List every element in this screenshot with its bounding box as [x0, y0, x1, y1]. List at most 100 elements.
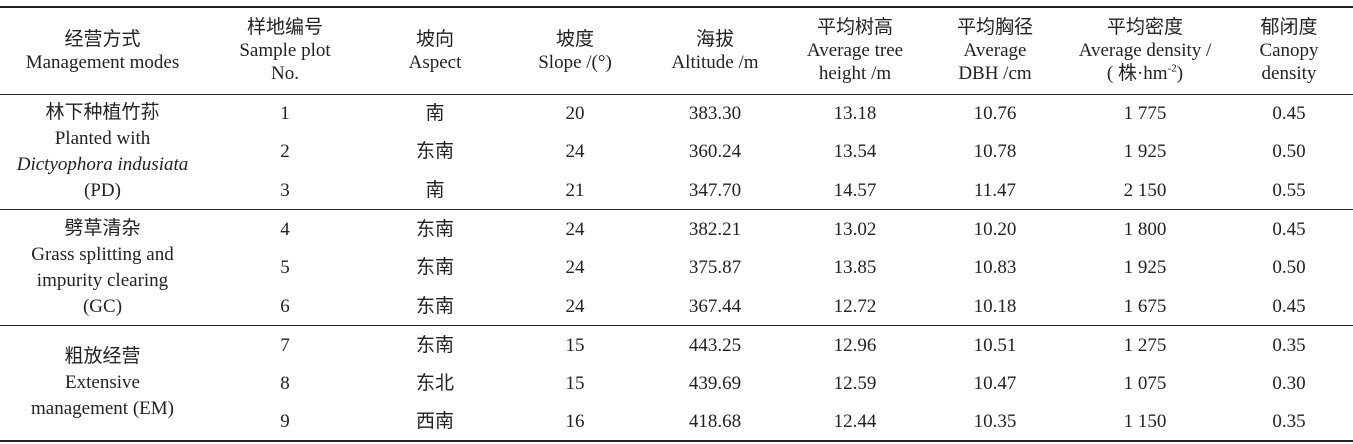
- header-cell: 郁闭度 Canopy density: [1225, 7, 1353, 94]
- table-cell: 10.78: [973, 141, 1017, 163]
- table-cell: 15: [565, 334, 585, 356]
- header-line: Altitude /m: [671, 51, 759, 73]
- table-cell: 443.25: [688, 334, 742, 356]
- header-cell: 海拔 Altitude /m: [645, 7, 785, 94]
- table-row: 2 东南 24 360.24 13.54 10.78 1 925 0.50: [0, 133, 1353, 172]
- header-line: 经营方式: [64, 28, 141, 50]
- table-cell: 10.35: [973, 411, 1017, 433]
- table-cell: 24: [565, 141, 585, 163]
- table-cell: 南: [425, 179, 445, 201]
- header-line: Management modes: [25, 51, 180, 73]
- table-cell: 9: [280, 411, 290, 433]
- table-cell: 南: [425, 103, 445, 125]
- header-cell: 样地编号 Sample plot No.: [205, 7, 365, 94]
- table-cell: 375.87: [688, 257, 742, 279]
- header-cell: 坡向 Aspect: [365, 7, 505, 94]
- table-cell: 21: [565, 179, 585, 201]
- table-cell: 13.18: [833, 103, 877, 125]
- header-line: No.: [271, 63, 299, 85]
- data-table: 经营方式 Management modes 样地编号 Sample plot No. 坡向…: [0, 6, 1353, 442]
- table-cell: 10.83: [973, 257, 1017, 279]
- header-line: 平均密度: [1106, 17, 1183, 39]
- header-line: ( 株·hm-2): [1065, 62, 1225, 85]
- table-row: 3 南 21 347.70 14.57 11.47 2 150 0.55: [0, 171, 1353, 210]
- table-cell: 东南: [415, 218, 454, 240]
- table-row: 9 西南 16 418.68 12.44 10.35 1 150 0.35: [0, 403, 1353, 442]
- table-cell: 1 275: [1123, 334, 1167, 356]
- table-cell: 东北: [415, 372, 454, 394]
- table-cell: 7: [280, 334, 290, 356]
- table-cell: 12.59: [833, 372, 877, 394]
- table-cell: 东南: [415, 295, 454, 317]
- table-cell: 6: [280, 295, 290, 317]
- table-cell: 20: [565, 103, 585, 125]
- table-cell: 1 800: [1123, 218, 1167, 240]
- label-line: (PD): [84, 179, 121, 201]
- header-line: 坡度: [555, 28, 594, 50]
- header-line: 坡向: [415, 28, 454, 50]
- header-superscript: -2: [1167, 62, 1177, 75]
- table-cell: 360.24: [688, 141, 742, 163]
- group-label: 劈草清杂 Grass splitting and impurity clearing…: [0, 210, 205, 326]
- table-cell: 1 925: [1123, 141, 1167, 163]
- table-row: 5 东南 24 375.87 13.85 10.83 1 925 0.50: [0, 248, 1353, 287]
- table-cell: 14.57: [833, 179, 877, 201]
- table-cell: 13.02: [833, 218, 877, 240]
- header-line: DBH /cm: [958, 63, 1032, 85]
- header-cell: 平均胸径 Average DBH /cm: [925, 7, 1065, 94]
- table-cell: 15: [565, 372, 585, 394]
- label-line: 林下种植竹荪: [45, 101, 160, 123]
- label-line: 劈草清杂: [64, 217, 141, 239]
- table-cell: 24: [565, 218, 585, 240]
- header-cell: 平均密度 Average density /( 株·hm-2): [1065, 7, 1225, 94]
- table-cell: 24: [565, 257, 585, 279]
- header-line: Average tree: [806, 40, 904, 62]
- header-line: 平均胸径: [956, 17, 1033, 39]
- table-cell: 1 150: [1123, 411, 1167, 433]
- header-cell: 坡度 Slope /(°): [505, 7, 645, 94]
- header-line: 海拔: [695, 28, 734, 50]
- row-group: 劈草清杂 Grass splitting and impurity clearing…: [0, 210, 1353, 326]
- header-line: Aspect: [408, 51, 462, 73]
- table-cell: 0.45: [1272, 103, 1306, 125]
- table-cell: 13.85: [833, 257, 877, 279]
- table-cell: 8: [280, 372, 290, 394]
- label-line: (GC): [82, 295, 123, 317]
- label-line: Extensive: [65, 372, 140, 394]
- group-label: 粗放经营 Extensive management (EM): [0, 326, 205, 442]
- table-cell: 0.50: [1272, 257, 1306, 279]
- table-cell: 347.70: [688, 179, 742, 201]
- table-row: 8 东北 15 439.69 12.59 10.47 1 075 0.30: [0, 364, 1353, 403]
- table-row: 劈草清杂 Grass splitting and impurity clearing…: [0, 210, 1353, 317]
- header-line: Average: [963, 40, 1027, 62]
- header-cell: 平均树高 Average tree height /m: [785, 7, 925, 94]
- header-text: ): [1176, 63, 1184, 85]
- table-cell: 10.20: [973, 218, 1017, 240]
- header-cell: 经营方式 Management modes: [0, 7, 205, 94]
- header-line: 郁闭度: [1260, 17, 1318, 39]
- header-line: 样地编号: [246, 17, 323, 39]
- table-cell: 0.45: [1272, 295, 1306, 317]
- table-cell: 0.35: [1272, 411, 1306, 433]
- table-cell: 4: [280, 218, 290, 240]
- table-cell: 418.68: [688, 411, 742, 433]
- table-cell: 3: [280, 179, 290, 201]
- table-cell: 0.45: [1272, 218, 1306, 240]
- table-cell: 东南: [415, 334, 454, 356]
- table-cell: 0.30: [1272, 372, 1306, 394]
- table-cell: 2 150: [1123, 179, 1167, 201]
- label-line: management (EM): [31, 398, 174, 420]
- header-line: Canopy: [1259, 40, 1319, 62]
- table-row: 6 东南 24 367.44 12.72 10.18 1 675 0.45: [0, 287, 1353, 326]
- table-cell: 0.50: [1272, 141, 1306, 163]
- table-cell: 西南: [415, 411, 454, 433]
- label-line: Planted with: [54, 127, 151, 149]
- table-cell: 383.30: [688, 103, 742, 125]
- table-cell: 0.55: [1272, 179, 1306, 201]
- header-line: Slope /(°): [538, 51, 612, 73]
- table-cell: 2: [280, 141, 290, 163]
- table-cell: 12.44: [833, 411, 877, 433]
- table-cell: 11.47: [973, 179, 1017, 201]
- table-cell: 1 925: [1123, 257, 1167, 279]
